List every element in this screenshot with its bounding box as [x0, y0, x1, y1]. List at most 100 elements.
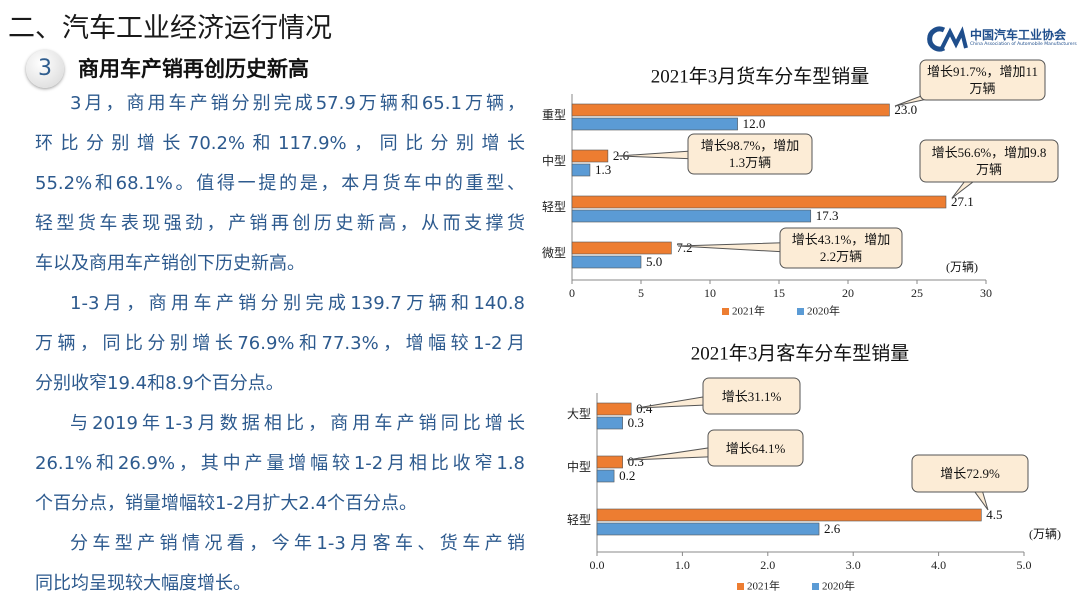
value-label: 1.3: [595, 162, 611, 177]
bar: [596, 508, 982, 522]
text-line: 26.1%和26.9%，其中产量增幅较1-2月相比收窄1.8: [35, 453, 525, 474]
value-label: 0.4: [636, 401, 653, 416]
callout: 增长72.9%: [940, 466, 1000, 481]
value-label: 7.2: [676, 240, 692, 255]
text-line: 轻型货车表现强劲，产销再创历史新高，从而支撑货: [35, 213, 525, 234]
category-label: 大型: [567, 407, 591, 421]
text-line: 车以及商用车产销创下历史新高。: [35, 253, 305, 274]
text-line: 3月，商用车产销分别完成57.9万辆和65.1万辆，: [70, 93, 525, 114]
bar: [571, 149, 609, 163]
text-line: 万辆，同比分别增长76.9%和77.3%，增幅较1-2月: [35, 333, 525, 354]
callout-text: 增长91.7%，增加11万辆: [926, 64, 1039, 96]
value-label: 23.0: [894, 102, 917, 117]
text-line: 分车型产销情况看，今年1-3月客车、货车产销: [70, 533, 525, 554]
x-tick-label: 15: [773, 286, 785, 300]
bar: [571, 103, 890, 117]
callout: 增长56.6%，增加9.8万辆: [931, 145, 1047, 177]
value-label: 2.6: [824, 521, 841, 536]
category-label: 微型: [542, 246, 566, 260]
callout-text: 增长56.6%，增加9.8万辆: [931, 145, 1047, 177]
text-line: 与2019年1-3月数据相比，商用车产销同比增长: [70, 413, 525, 434]
callout: 增长43.1%，增加2.2万辆: [791, 232, 891, 264]
callout-cover: [704, 379, 799, 413]
callout-text: 增长64.1%: [725, 440, 786, 456]
bar: [571, 241, 672, 255]
logo-mark: [927, 26, 968, 52]
logo-en: China Association of Automobile Manufact…: [970, 42, 1077, 47]
value-label: 27.1: [951, 194, 974, 209]
value-label: 12.0: [743, 116, 766, 131]
text-line: 个百分点，销量增幅较1-2月扩大2.4个百分点。: [35, 493, 418, 514]
value-label: 4.5: [986, 507, 1002, 522]
chart-title: 2021年3月货车分车型销量: [651, 65, 870, 87]
x-tick-label: 20: [842, 286, 854, 300]
chart-title: 2021年3月客车分车型销量: [691, 342, 910, 364]
legend-swatch: [737, 583, 744, 590]
legend-swatch: [722, 308, 729, 315]
bar: [596, 416, 623, 430]
x-tick-label: 5.0: [1017, 558, 1032, 572]
text-line: 分别收窄19.4和8.9个百分点。: [35, 373, 284, 394]
x-tick-label: 1.0: [675, 558, 690, 572]
bar: [571, 255, 642, 269]
logo: 中国汽车工业协会 China Association of Automobile…: [924, 24, 1077, 54]
callout-cover: [921, 141, 1057, 181]
section-badge: 3: [26, 50, 64, 88]
x-tick-label: 25: [911, 286, 923, 300]
callout-text: 增长31.1%: [721, 388, 782, 404]
callout: 增长98.7%，增加1.3万辆: [700, 138, 800, 170]
bar: [571, 195, 947, 209]
legend-label: 2021年: [732, 304, 765, 318]
category-label: 轻型: [567, 513, 591, 527]
legend-label: 2021年: [747, 579, 780, 593]
body-text: 3月，商用车产销分别完成57.9万辆和65.1万辆， 环比分别增长70.2%和11…: [35, 84, 525, 604]
category-label: 重型: [542, 108, 566, 122]
callout-cover: [921, 61, 1044, 99]
bar: [596, 522, 820, 536]
x-tick-label: 2.0: [760, 558, 775, 572]
callout-text: 增长72.9%: [940, 466, 1000, 481]
callout: 增长64.1%: [725, 440, 786, 456]
callout: 增长31.1%: [721, 388, 782, 404]
legend-label: 2020年: [807, 304, 840, 318]
logo-cn: 中国汽车工业协会: [970, 28, 1067, 42]
callout-text: 增长98.7%，增加1.3万辆: [700, 138, 800, 170]
text-line: 环比分别增长70.2%和117.9%，同比分别增长: [35, 133, 525, 154]
section-title: 商用车产销再创历史新高: [78, 57, 309, 81]
legend-label: 2020年: [822, 579, 855, 593]
x-tick-label: 10: [704, 286, 716, 300]
callout: 增长91.7%，增加11万辆: [926, 64, 1039, 96]
legend-swatch: [812, 583, 819, 590]
callout-cover: [689, 135, 811, 173]
category-label: 轻型: [542, 200, 566, 214]
bar: [596, 469, 615, 483]
bar: [571, 117, 738, 131]
text-line: 55.2%和68.1%。值得一提的是，本月货车中的重型、: [35, 173, 525, 194]
text-line: 同比均呈现较大幅度增长。: [35, 573, 251, 594]
value-label: 5.0: [646, 254, 662, 269]
value-label: 0.3: [628, 454, 644, 469]
bar: [596, 455, 623, 469]
x-tick-label: 5: [638, 286, 644, 300]
callout-cover: [913, 456, 1027, 491]
value-label: 17.3: [816, 208, 839, 223]
x-tick-label: 0: [569, 286, 575, 300]
category-label: 中型: [542, 153, 566, 168]
callout-cover: [709, 431, 802, 465]
unit-label: (万辆): [1029, 527, 1061, 541]
bar: [571, 163, 591, 177]
callout-cover: [781, 229, 901, 267]
x-tick-label: 30: [980, 286, 992, 300]
unit-label: (万辆): [946, 260, 978, 274]
category-label: 中型: [567, 459, 591, 474]
text-line: 1-3月，商用车产销分别完成139.7万辆和140.8: [70, 293, 525, 314]
callout-text: 增长43.1%，增加2.2万辆: [791, 232, 891, 264]
legend-swatch: [797, 308, 804, 315]
bar: [571, 209, 812, 223]
x-tick-label: 3.0: [846, 558, 861, 572]
x-tick-label: 0.0: [590, 558, 605, 572]
slide-title: 二、汽车工业经济运行情况: [8, 13, 332, 44]
bar: [596, 402, 632, 416]
